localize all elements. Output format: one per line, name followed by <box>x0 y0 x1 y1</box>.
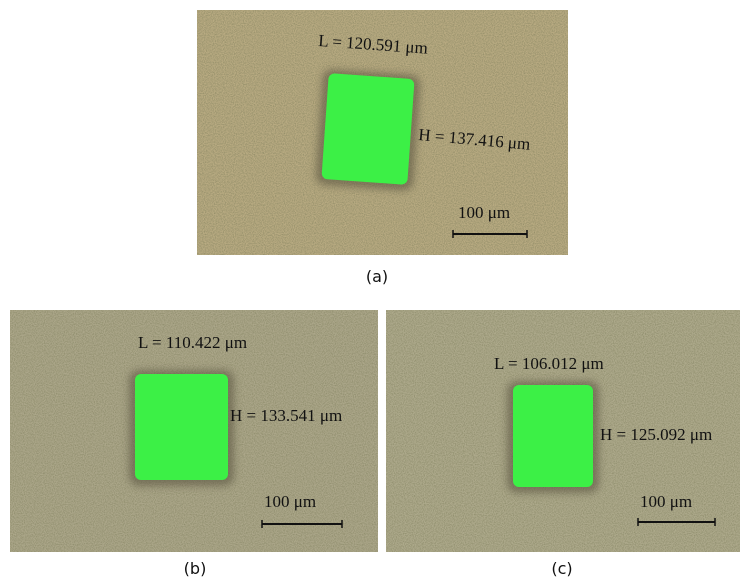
length-label: L = 106.012 μm <box>494 354 604 373</box>
length-label: L = 110.422 μm <box>138 333 247 352</box>
image-panel: L = 110.422 μm H = 133.541 μm 100 μm <box>10 310 378 552</box>
height-label: H = 125.092 μm <box>600 425 712 444</box>
image-panel: L = 106.012 μm H = 125.092 μm 100 μm <box>386 310 740 552</box>
figure: L = 120.591 μmH = 137.416 μm100 μm (a) L =… <box>0 0 742 585</box>
indent <box>321 73 414 185</box>
scale-label: 100 μm <box>458 203 510 222</box>
panel-caption: (a) <box>366 267 388 286</box>
scale-label: 100 μm <box>640 492 692 511</box>
panel-caption: (c) <box>551 559 572 578</box>
height-label: H = 133.541 μm <box>230 406 342 425</box>
panel-caption: (b) <box>184 559 207 578</box>
indent <box>513 385 593 487</box>
scale-label: 100 μm <box>264 492 316 511</box>
indent <box>135 374 228 480</box>
